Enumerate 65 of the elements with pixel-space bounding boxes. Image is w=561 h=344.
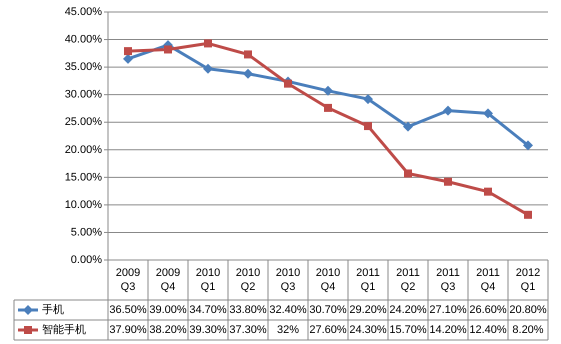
data-label: 33.80% — [229, 304, 267, 316]
legend: 手机 — [42, 304, 64, 316]
y-tick-label: 25.00% — [64, 116, 102, 128]
data-label: 12.40% — [469, 324, 507, 336]
point — [524, 210, 532, 219]
data-label: 39.00% — [149, 304, 187, 316]
point — [364, 122, 372, 130]
data-label: 27.10% — [429, 304, 467, 316]
point — [444, 178, 452, 186]
data-label: 24.30% — [349, 324, 387, 336]
y-tick-label: 10.00% — [64, 198, 102, 211]
data-label: 32.40% — [269, 304, 307, 316]
data-label: 8.20% — [512, 324, 544, 336]
data-label: 14.20% — [429, 324, 467, 336]
data-label: 38.20% — [149, 324, 187, 336]
point — [523, 140, 533, 150]
x-tick-label: 2011 Q1 — [356, 267, 380, 293]
y-tick-label: 45.00% — [64, 6, 102, 18]
x-tick-label: 2009 Q4 — [156, 267, 180, 293]
y-tick-label: 5.00% — [70, 226, 102, 238]
point — [483, 108, 493, 118]
y-tick-label: 30.00% — [64, 88, 102, 101]
point — [204, 39, 212, 48]
data-label: 34.70% — [189, 304, 227, 316]
y-tick-label: 40.00% — [64, 34, 102, 46]
data-label: 26.60% — [469, 304, 507, 316]
x-tick-label: 2012 Q1 — [516, 267, 540, 293]
point — [484, 188, 492, 196]
data-label: 24.20% — [389, 304, 427, 316]
data-label: 30.70% — [309, 304, 347, 316]
y-tick-label: 20.00% — [64, 144, 102, 156]
point — [324, 104, 332, 112]
x-tick-label: 2011 Q2 — [396, 267, 420, 293]
legend: 智能手机 — [42, 324, 86, 336]
point — [363, 94, 373, 104]
point — [123, 54, 133, 64]
data-label: 36.50% — [109, 304, 147, 316]
data-label: 20.80% — [509, 304, 547, 316]
data-label: 39.30% — [189, 324, 227, 336]
x-tick-label: 2011 Q4 — [476, 267, 500, 293]
point — [124, 47, 132, 56]
data-label: 37.90% — [109, 324, 147, 336]
data-label: 27.60% — [309, 324, 347, 336]
y-tick-label: 35.00% — [64, 61, 102, 74]
point — [284, 80, 292, 88]
data-label: 15.70% — [389, 324, 427, 336]
x-tick-label: 2011 Q3 — [436, 267, 460, 293]
x-tick-label: 2010 Q3 — [276, 267, 300, 293]
y-tick-label: 0.00% — [70, 254, 102, 266]
data-label: 32% — [276, 324, 300, 336]
point — [244, 50, 252, 58]
data-label: 37.30% — [229, 324, 267, 336]
x-tick-label: 2010 Q4 — [316, 267, 340, 293]
point — [243, 68, 253, 79]
point — [404, 169, 412, 178]
point — [403, 122, 413, 132]
point — [323, 86, 333, 96]
x-tick-label: 2010 Q1 — [196, 267, 220, 293]
point — [443, 106, 453, 116]
y-tick-label: 15.00% — [64, 171, 102, 184]
point — [164, 45, 172, 54]
data-label: 29.20% — [349, 304, 387, 316]
point — [203, 64, 213, 74]
x-tick-label: 2009 Q3 — [116, 267, 140, 293]
x-tick-label: 2010 Q2 — [236, 267, 260, 293]
